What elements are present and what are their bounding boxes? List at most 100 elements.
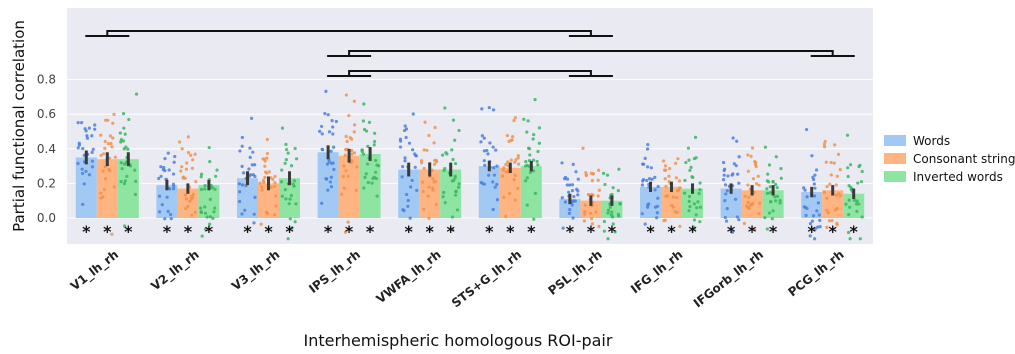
- data-point: [248, 155, 252, 159]
- data-point: [159, 165, 163, 169]
- data-point: [77, 141, 81, 145]
- data-point: [573, 199, 577, 203]
- significance-marker: *: [608, 222, 617, 241]
- data-point: [597, 224, 601, 229]
- significance-marker: *: [243, 222, 252, 241]
- significance-marker: *: [205, 222, 214, 241]
- data-point: [252, 212, 256, 216]
- significance-marker: *: [748, 222, 757, 241]
- data-point: [835, 206, 839, 211]
- data-point: [742, 221, 747, 226]
- data-point: [655, 204, 660, 208]
- data-point: [329, 185, 334, 189]
- data-point: [482, 159, 486, 163]
- data-point: [854, 202, 859, 206]
- data-point: [345, 139, 349, 144]
- bar: [338, 155, 360, 218]
- data-point: [293, 146, 297, 151]
- data-point: [288, 217, 292, 221]
- x-tick-label: PCG_lh_rh: [785, 247, 847, 300]
- data-point: [687, 199, 691, 203]
- data-point: [479, 180, 483, 185]
- data-point: [753, 162, 758, 167]
- data-point: [822, 190, 827, 195]
- data-point: [113, 155, 117, 159]
- bar: [237, 178, 258, 218]
- data-point: [442, 190, 446, 195]
- data-point: [565, 183, 569, 187]
- data-point: [721, 160, 726, 165]
- data-point: [857, 202, 861, 206]
- data-point: [765, 187, 769, 191]
- data-point: [134, 92, 139, 96]
- data-point: [324, 89, 328, 93]
- bar: [640, 186, 661, 218]
- data-point: [829, 173, 833, 177]
- data-point: [771, 180, 775, 184]
- data-point: [753, 228, 757, 232]
- data-point: [749, 154, 753, 158]
- data-point: [331, 132, 335, 136]
- data-point: [643, 222, 647, 226]
- data-point: [506, 160, 510, 164]
- data-point: [237, 182, 242, 186]
- data-point: [488, 141, 492, 145]
- data-point: [76, 146, 80, 150]
- data-point: [324, 177, 328, 181]
- comparison-bracket: [327, 70, 613, 77]
- data-point: [212, 210, 216, 214]
- data-point: [413, 152, 417, 156]
- data-point: [273, 174, 277, 179]
- data-point: [765, 227, 769, 231]
- legend-label: Inverted words: [913, 170, 1003, 184]
- data-point: [334, 119, 338, 124]
- data-point: [273, 184, 277, 189]
- data-point: [838, 194, 843, 198]
- data-point: [211, 216, 215, 220]
- data-point: [769, 200, 773, 204]
- data-point: [655, 216, 659, 220]
- data-point: [775, 186, 779, 190]
- data-point: [274, 194, 278, 198]
- data-point: [353, 123, 357, 127]
- data-point: [87, 173, 92, 177]
- data-point: [766, 172, 770, 176]
- data-point: [106, 118, 110, 122]
- data-point: [570, 203, 574, 207]
- data-point: [611, 222, 615, 226]
- data-point: [847, 184, 851, 188]
- data-point: [751, 177, 756, 181]
- data-point: [813, 173, 817, 177]
- legend-label: Words: [913, 134, 950, 148]
- data-point: [522, 117, 526, 121]
- data-point: [778, 198, 782, 203]
- significance-marker: *: [345, 222, 354, 241]
- data-point: [513, 160, 517, 164]
- data-point: [329, 149, 333, 153]
- data-point: [213, 187, 217, 192]
- data-point: [645, 147, 650, 151]
- data-point: [425, 148, 429, 152]
- data-point: [415, 188, 419, 192]
- data-point: [199, 210, 203, 214]
- bar: [661, 186, 682, 218]
- x-tick-label: IFGorb_lh_rh: [691, 247, 767, 311]
- data-point: [737, 218, 741, 222]
- data-point: [342, 186, 347, 190]
- data-point: [774, 155, 778, 159]
- data-point: [362, 186, 366, 190]
- data-point: [779, 176, 783, 180]
- data-point: [500, 174, 505, 178]
- data-point: [427, 216, 431, 220]
- data-point: [82, 182, 86, 186]
- data-point: [688, 204, 692, 209]
- data-point: [560, 196, 564, 200]
- data-point: [240, 183, 245, 187]
- significance-marker: *: [405, 222, 414, 241]
- data-point: [524, 160, 528, 164]
- data-point: [528, 170, 533, 174]
- data-point: [537, 126, 542, 130]
- data-point: [451, 118, 456, 122]
- data-point: [190, 166, 195, 170]
- significance-marker: *: [447, 222, 456, 241]
